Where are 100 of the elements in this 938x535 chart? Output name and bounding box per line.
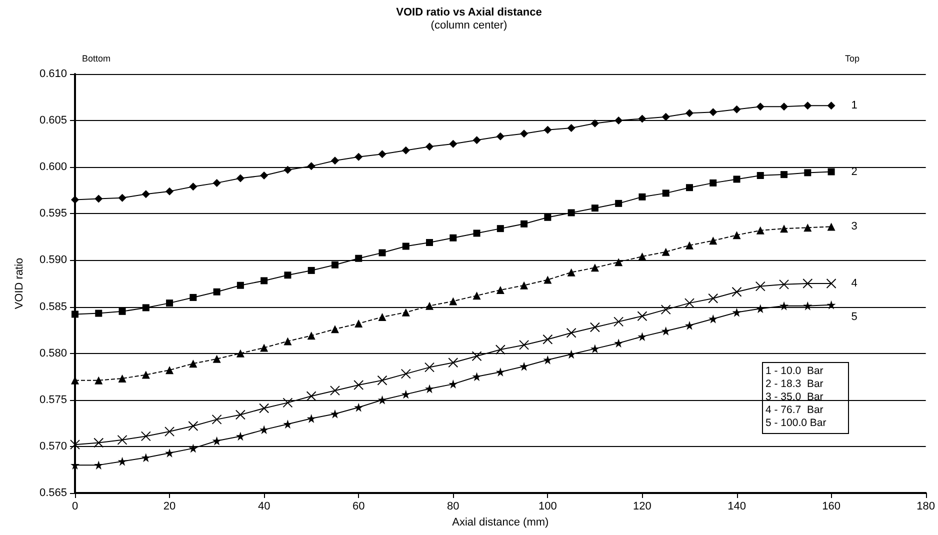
- point: [260, 425, 269, 434]
- text: Top: [845, 54, 860, 64]
- point: [166, 300, 174, 307]
- point: [732, 286, 742, 297]
- point: [213, 288, 220, 296]
- point: [709, 108, 718, 116]
- point: [590, 344, 600, 354]
- point: [544, 214, 552, 221]
- y-tick-label: 0.600: [39, 161, 67, 174]
- point: [827, 222, 836, 231]
- point: [307, 162, 316, 170]
- point: [709, 236, 718, 245]
- y-tick-label: 0.605: [39, 114, 67, 127]
- point: [662, 190, 670, 197]
- point: [779, 279, 790, 290]
- x-tick-label: 40: [258, 500, 270, 512]
- x-tick-label: 160: [822, 500, 840, 512]
- point: [189, 182, 198, 191]
- point: [426, 302, 434, 310]
- point: [755, 281, 766, 292]
- point: [472, 292, 481, 300]
- series-label: 1: [851, 100, 858, 112]
- annotation: 3 - 35.0 Bar: [766, 391, 824, 403]
- point: [118, 308, 126, 315]
- point: [331, 261, 338, 268]
- point: [283, 420, 292, 429]
- point: [330, 325, 339, 334]
- point: [756, 172, 764, 179]
- point: [780, 102, 788, 111]
- y-tick-label: 0.570: [39, 440, 67, 452]
- point: [94, 194, 103, 203]
- point: [496, 367, 505, 376]
- point: [165, 448, 174, 458]
- point: [72, 310, 78, 318]
- point: [826, 300, 836, 310]
- x-tick-label: 60: [352, 500, 365, 512]
- point: [426, 239, 434, 246]
- point: [614, 258, 623, 266]
- point: [780, 301, 789, 310]
- point: [164, 426, 175, 437]
- y-tick-label: 0.575: [39, 394, 67, 406]
- point: [520, 130, 528, 138]
- point: [686, 184, 693, 192]
- point: [142, 304, 150, 312]
- point: [402, 308, 410, 316]
- point: [660, 304, 671, 315]
- point: [284, 166, 292, 174]
- point: [142, 370, 150, 379]
- point: [710, 179, 717, 186]
- point: [354, 320, 363, 328]
- point: [567, 124, 576, 132]
- chart-subtitle: (column center): [430, 20, 508, 32]
- point: [330, 386, 340, 396]
- point: [803, 301, 812, 310]
- point: [733, 176, 740, 183]
- series-label: 4: [851, 278, 858, 290]
- point: [661, 326, 670, 336]
- point: [284, 337, 292, 346]
- point: [94, 460, 104, 470]
- point: [684, 298, 694, 308]
- point: [142, 190, 150, 198]
- point: [804, 102, 812, 110]
- point: [685, 241, 694, 250]
- x-tick-label: 80: [447, 500, 460, 512]
- point: [828, 168, 835, 176]
- text: Bottom: [82, 54, 111, 64]
- annotation: 5 - 100.0 Bar: [766, 417, 827, 429]
- point: [306, 414, 316, 424]
- point: [684, 320, 694, 330]
- point: [638, 332, 647, 342]
- point: [354, 402, 364, 412]
- point: [260, 277, 268, 284]
- point: [166, 187, 174, 196]
- point: [542, 334, 553, 344]
- point: [212, 178, 221, 187]
- point: [590, 119, 599, 128]
- point: [780, 171, 788, 178]
- point: [95, 310, 102, 317]
- point: [306, 391, 316, 402]
- point: [637, 311, 648, 322]
- point: [188, 420, 198, 431]
- y-tick-label: 0.595: [39, 208, 67, 220]
- point: [378, 395, 387, 404]
- point: [473, 230, 480, 237]
- point: [449, 297, 458, 306]
- x-tick-label: 0: [72, 500, 78, 512]
- x-tick-label: 120: [633, 500, 652, 512]
- point: [236, 174, 244, 182]
- point: [732, 105, 741, 114]
- point: [449, 140, 458, 148]
- point: [450, 234, 457, 242]
- point: [259, 403, 270, 414]
- point: [354, 152, 363, 161]
- point: [732, 231, 741, 240]
- point: [236, 349, 244, 358]
- point: [568, 209, 575, 216]
- point: [614, 338, 624, 348]
- point: [70, 440, 80, 450]
- point: [377, 375, 388, 386]
- point: [188, 444, 198, 453]
